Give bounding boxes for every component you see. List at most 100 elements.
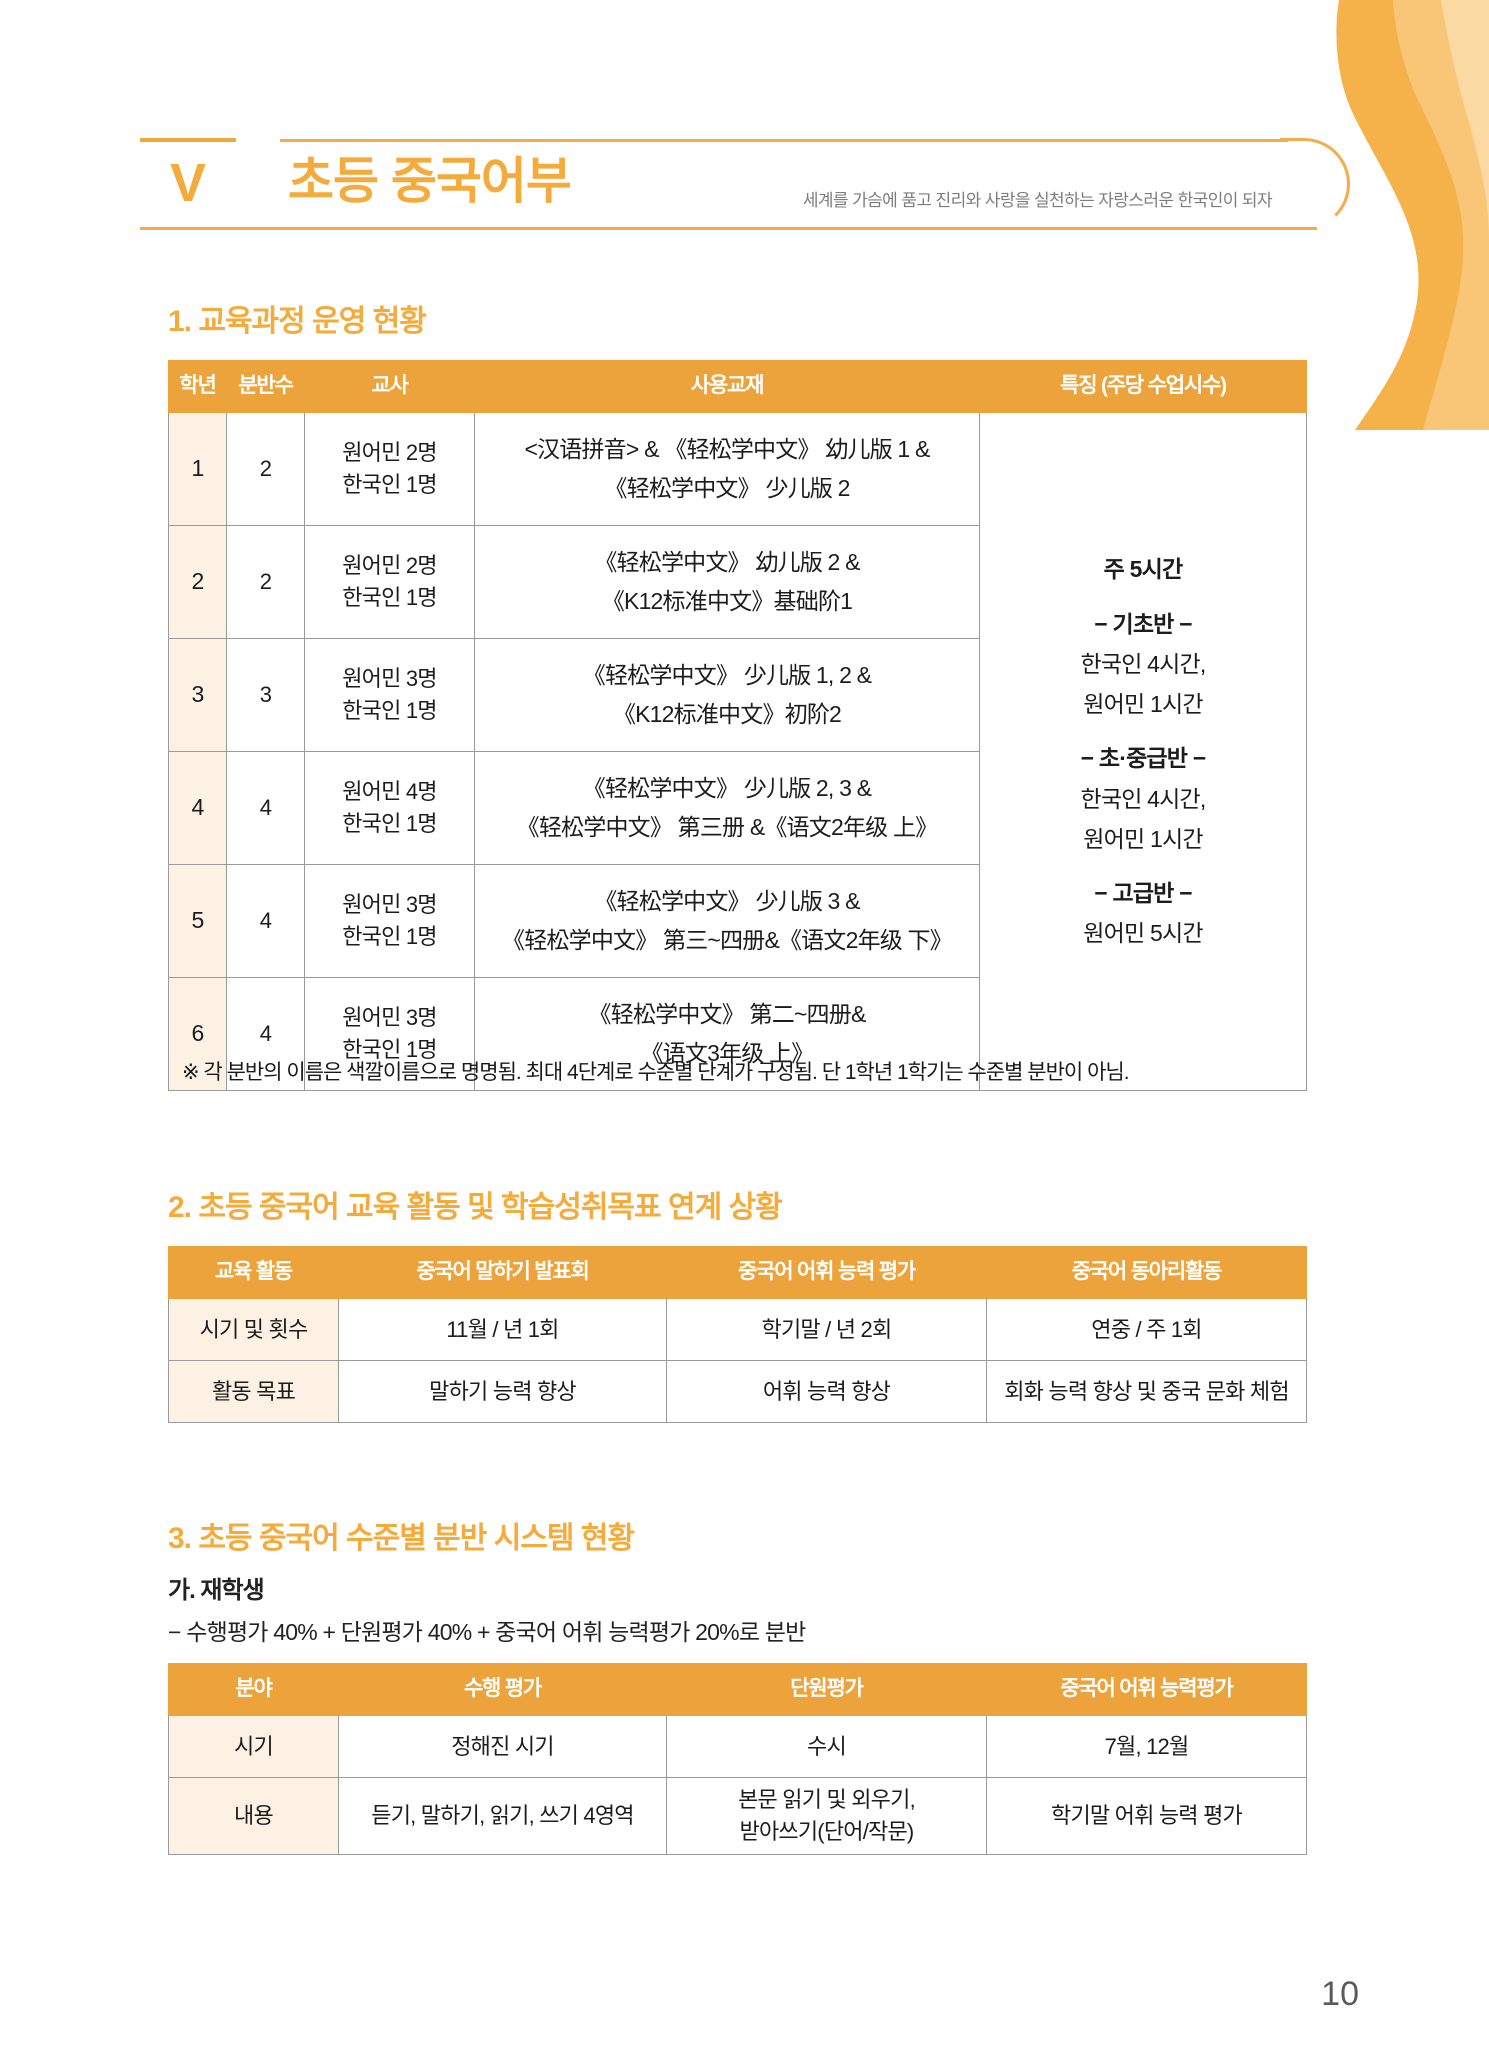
cell-value: 정해진 시기 — [338, 1715, 667, 1778]
cell-class-count: 2 — [226, 525, 305, 639]
value-line-1: 7월, 12월 — [1104, 1733, 1190, 1759]
page-number: 10 — [1321, 1975, 1359, 2013]
teacher-line-1: 원어민 3명 — [342, 892, 437, 918]
cell-value: 11월 / 년 1회 — [338, 1298, 667, 1361]
teacher-line-1: 원어민 2명 — [342, 553, 437, 579]
cell-value: 연중 / 주 1회 — [986, 1298, 1307, 1361]
table-row: 3 3 원어민 3명 한국인 1명 《轻松学中文》 少儿版 1, 2 & 《K1… — [168, 638, 1307, 752]
row-label: 활동 목표 — [168, 1360, 339, 1423]
table-header-row: 교육 활동 중국어 말하기 발표회 중국어 어휘 능력 평가 중국어 동아리활동 — [168, 1246, 1307, 1299]
value-line-1: 학기말 어휘 능력 평가 — [1051, 1802, 1243, 1828]
col-feature: 특징 (주당 수업시수) — [979, 360, 1307, 413]
cell-materials: 《轻松学中文》 第二~四册& 《语文3年级 上》 — [474, 977, 980, 1091]
cell-grade: 3 — [168, 638, 227, 752]
col-activity: 교육 활동 — [168, 1246, 339, 1299]
col-vocab-test: 중국어 어휘 능력 평가 — [666, 1246, 987, 1299]
material-line-2: 《K12标准中文》初阶2 — [612, 701, 842, 727]
teacher-line-2: 한국인 1명 — [342, 1037, 437, 1062]
cell-materials: 《轻松学中文》 少儿版 3 & 《轻松学中文》 第三~四册&《语文2年级 下》 — [474, 864, 980, 978]
col-class-count: 분반수 — [226, 360, 305, 413]
feature-gap-2 — [990, 724, 1296, 738]
header-rounded-cap — [1278, 138, 1350, 230]
table-row: 활동 목표 말하기 능력 향상 어휘 능력 향상 회화 능력 향상 및 중국 문… — [168, 1360, 1307, 1423]
section-3-heading: 3. 초등 중국어 수준별 분반 시스템 현황 — [168, 1522, 635, 1555]
cell-grade: 1 — [168, 412, 227, 526]
feature-level-1-line-2: 원어민 1시간 — [1083, 691, 1203, 718]
cell-class-count: 4 — [226, 864, 305, 978]
cell-value: 본문 읽기 및 외우기, 받아쓰기(단어/작문) — [666, 1777, 987, 1855]
teacher-line-2: 한국인 1명 — [342, 924, 437, 949]
section-3-criteria: − 수행평가 40% + 단원평가 40% + 중국어 어휘 능력평가 20%로… — [168, 1619, 806, 1645]
teacher-line-2: 한국인 1명 — [342, 811, 437, 836]
feature-level-2-line-1: 한국인 4시간, — [1080, 785, 1207, 812]
material-line-1: 《轻松学中文》 第二~四册& — [588, 1000, 867, 1027]
feature-level-1-line-1: 한국인 4시간, — [1080, 650, 1207, 677]
header-bottom-rule — [140, 227, 1288, 230]
header-rule-long — [280, 139, 1288, 142]
section-1-note: ※ 각 분반의 이름은 색깔이름으로 명명됨. 최대 4단계로 수준별 단계가 … — [182, 1061, 1130, 1084]
col-materials: 사용교재 — [474, 360, 980, 413]
table-row: 1 2 원어민 2명 한국인 1명 <汉语拼音> & 《轻松学中文》 幼儿版 1… — [168, 412, 1307, 1091]
cell-grade: 4 — [168, 751, 227, 865]
table-row: 5 4 원어민 3명 한국인 1명 《轻松学中文》 少儿版 3 & 《轻松学中文… — [168, 864, 1307, 978]
value-line-1: 듣기, 말하기, 읽기, 쓰기 4영역 — [371, 1802, 634, 1828]
page-title: 초등 중국어부 — [288, 153, 572, 209]
col-field: 분야 — [168, 1663, 339, 1716]
cell-materials: <汉语拼音> & 《轻松学中文》 幼儿版 1 & 《轻松学中文》 少儿版 2 — [474, 412, 980, 526]
material-line-1: 《轻松学中文》 少儿版 2, 3 & — [582, 774, 872, 801]
cell-class-count: 2 — [226, 412, 305, 526]
cell-grade: 5 — [168, 864, 227, 978]
teacher-line-1: 원어민 3명 — [342, 1005, 437, 1031]
cell-value: 7월, 12월 — [986, 1715, 1307, 1778]
feature-gap-1 — [990, 590, 1296, 604]
table-row: 내용 듣기, 말하기, 읽기, 쓰기 4영역 본문 읽기 및 외우기, 받아쓰기… — [168, 1777, 1307, 1855]
teacher-line-1: 원어민 3명 — [342, 666, 437, 692]
school-slogan: 세계를 가슴에 품고 진리와 사랑을 실천하는 자랑스러운 한국인이 되자 — [802, 191, 1273, 210]
cell-teacher: 원어민 4명 한국인 1명 — [304, 751, 475, 865]
col-speech-contest: 중국어 말하기 발표회 — [338, 1246, 667, 1299]
teacher-line-2: 한국인 1명 — [342, 585, 437, 610]
table-header-row: 분야 수행 평가 단원평가 중국어 어휘 능력평가 — [168, 1663, 1307, 1716]
material-line-2: 《轻松学中文》 第三~四册&《语文2年级 下》 — [502, 927, 953, 953]
material-line-1: <汉语拼音> & 《轻松学中文》 幼儿版 1 & — [524, 435, 930, 462]
cell-feature-merged: 주 5시간 − 기초반 − 한국인 4시간, 원어민 1시간 − 초·중급반 −… — [979, 412, 1307, 1091]
cell-class-count: 3 — [226, 638, 305, 752]
cell-materials: 《轻松学中文》 幼儿版 2 & 《K12标准中文》基础阶1 — [474, 525, 980, 639]
feature-level-1-title: − 기초반 − — [1094, 610, 1192, 637]
cell-value: 회화 능력 향상 및 중국 문화 체험 — [986, 1360, 1307, 1423]
cell-teacher: 원어민 2명 한국인 1명 — [304, 525, 475, 639]
page-header: V 초등 중국어부 세계를 가슴에 품고 진리와 사랑을 실천하는 자랑스러운 … — [140, 138, 1350, 230]
feature-total-hours: 주 5시간 — [1103, 556, 1183, 583]
cell-value: 듣기, 말하기, 읽기, 쓰기 4영역 — [338, 1777, 667, 1855]
value-line-1: 수시 — [807, 1733, 847, 1759]
table-row: 4 4 원어민 4명 한국인 1명 《轻松学中文》 少儿版 2, 3 & 《轻松… — [168, 751, 1307, 865]
teacher-line-2: 한국인 1명 — [342, 472, 437, 497]
table-row: 시기 정해진 시기 수시 7월, 12월 — [168, 1715, 1307, 1778]
cell-class-count: 4 — [226, 751, 305, 865]
col-grade: 학년 — [168, 360, 227, 413]
placement-table: 분야 수행 평가 단원평가 중국어 어휘 능력평가 시기 정해진 시기 수시 7… — [168, 1663, 1307, 1855]
material-line-2: 《K12标准中文》基础阶1 — [601, 588, 853, 614]
section-roman-numeral: V — [170, 153, 208, 213]
row-label: 시기 및 횟수 — [168, 1298, 339, 1361]
section-1-heading: 1. 교육과정 운영 현황 — [168, 305, 427, 338]
feature-level-3-title: − 고급반 − — [1094, 880, 1192, 907]
teacher-line-2: 한국인 1명 — [342, 698, 437, 723]
cell-teacher: 원어민 2명 한국인 1명 — [304, 412, 475, 526]
material-line-1: 《轻松学中文》 幼儿版 2 & — [594, 548, 860, 575]
material-line-1: 《轻松学中文》 少儿版 3 & — [594, 887, 860, 914]
cell-value: 말하기 능력 향상 — [338, 1360, 667, 1423]
teacher-line-1: 원어민 2명 — [342, 440, 437, 466]
feature-level-2-title: − 초·중급반 − — [1080, 745, 1207, 772]
table-row: 6 4 원어민 3명 한국인 1명 《轻松学中文》 第二~四册& 《语文3年级 … — [168, 977, 1307, 1091]
col-teacher: 교사 — [304, 360, 475, 413]
feature-level-2-line-2: 원어민 1시간 — [1083, 825, 1203, 852]
cell-teacher: 원어민 3명 한국인 1명 — [304, 977, 475, 1091]
cell-class-count: 4 — [226, 977, 305, 1091]
cell-teacher: 원어민 3명 한국인 1명 — [304, 864, 475, 978]
col-unit-eval: 단원평가 — [666, 1663, 987, 1716]
activities-table: 교육 활동 중국어 말하기 발표회 중국어 어휘 능력 평가 중국어 동아리활동… — [168, 1246, 1307, 1423]
cell-value: 수시 — [666, 1715, 987, 1778]
col-performance-eval: 수행 평가 — [338, 1663, 667, 1716]
